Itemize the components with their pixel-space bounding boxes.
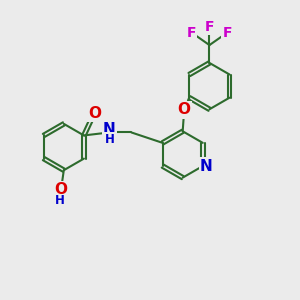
Text: N: N: [200, 158, 213, 173]
Text: F: F: [187, 26, 196, 40]
Text: O: O: [54, 182, 67, 197]
Text: H: H: [105, 133, 115, 146]
Text: N: N: [103, 122, 116, 137]
Text: O: O: [178, 102, 191, 117]
Text: H: H: [55, 194, 65, 207]
Text: F: F: [223, 26, 232, 40]
Text: F: F: [205, 20, 214, 34]
Text: O: O: [88, 106, 101, 121]
